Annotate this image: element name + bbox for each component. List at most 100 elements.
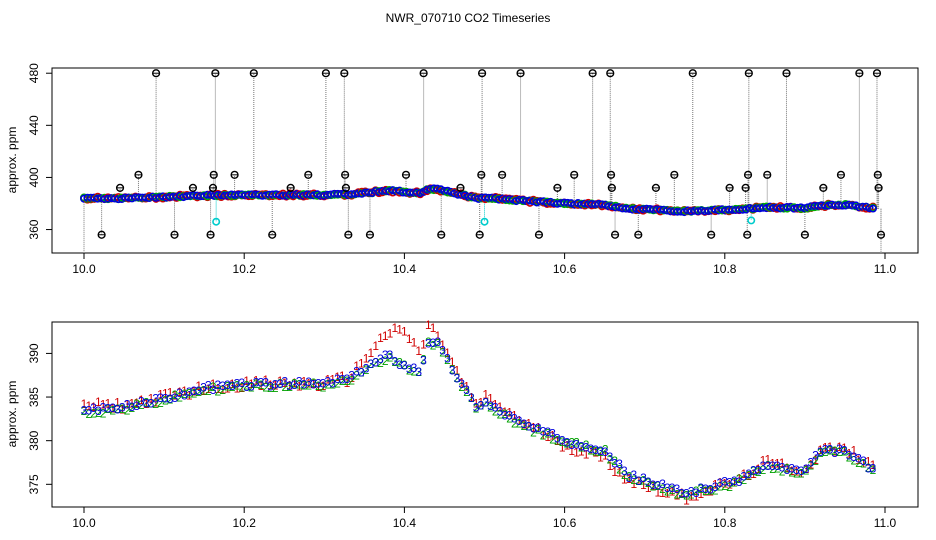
series-3-mark: 3 (678, 486, 685, 500)
series-1-mark: 1 (320, 379, 327, 393)
series-2-mark: 2 (549, 433, 556, 447)
series-2-mark: 2 (779, 465, 786, 479)
series-3-mark: 3 (229, 379, 236, 393)
series-3-mark: 3 (535, 421, 542, 435)
series-3-mark: 3 (478, 398, 485, 412)
series-1-mark: 1 (473, 397, 480, 411)
spike-point (170, 230, 179, 239)
series-2-mark: 2 (291, 377, 298, 391)
series-2-mark: 2 (525, 419, 532, 433)
series-1-mark: 1 (305, 376, 312, 390)
series-3-mark: 3 (807, 455, 814, 469)
spike-point (516, 69, 525, 78)
top-y-axis-label: approx. ppm (5, 127, 19, 194)
series-3-mark: 3 (635, 474, 642, 488)
series-1-mark: 1 (540, 428, 547, 442)
series-1-mark: 1 (238, 381, 245, 395)
series-2-mark: 2 (205, 384, 212, 398)
series-2-mark: 2 (564, 436, 571, 450)
series-1-mark: 1 (334, 370, 341, 384)
series-2-mark: 2 (841, 444, 848, 458)
series-3-mark: 3 (793, 463, 800, 477)
spike-point (97, 230, 106, 239)
series-2-mark: 2 (482, 395, 489, 409)
series-3-mark: 3 (621, 464, 628, 478)
series-1-mark: 1 (731, 475, 738, 489)
series-1-mark: 1 (315, 380, 322, 394)
series-1-mark: 1 (267, 378, 274, 392)
series-3-mark: 3 (564, 436, 571, 450)
series-2-mark: 2 (568, 435, 575, 449)
series-1-mark: 1 (382, 329, 389, 343)
series-3-mark: 3 (559, 434, 566, 448)
series-2-mark: 2 (191, 386, 198, 400)
series-1-mark: 1 (181, 384, 188, 398)
series-1-mark: 1 (544, 430, 551, 444)
series-2-mark: 2 (119, 402, 126, 416)
spike-point (800, 230, 810, 239)
series-1-mark: 1 (497, 400, 504, 414)
series-2-mark: 2 (420, 352, 427, 366)
series-1-mark: 1 (396, 323, 403, 337)
series-1-mark: 1 (148, 391, 155, 405)
series-1-mark: 1 (81, 397, 88, 411)
series-2-mark: 2 (645, 476, 652, 490)
series-1-mark: 1 (478, 396, 485, 410)
series-1-mark: 1 (229, 377, 236, 391)
series-1-mark: 1 (401, 324, 408, 338)
series-2-mark: 2 (607, 453, 614, 467)
series-3-mark: 3 (583, 440, 590, 454)
series-1-mark: 1 (592, 446, 599, 460)
series-2-mark: 2 (664, 484, 671, 498)
series-1-mark: 1 (755, 462, 762, 476)
series-3-mark: 3 (277, 377, 284, 391)
series-2-mark: 2 (659, 482, 666, 496)
series-2-mark: 2 (152, 397, 159, 411)
series-3-mark: 3 (210, 383, 217, 397)
series-1-mark: 1 (827, 440, 834, 454)
top-spike-lines (83, 73, 882, 253)
bottom-x-tick-label: 11.0 (874, 516, 897, 530)
series-3-mark: 3 (860, 454, 867, 468)
series-2-mark: 2 (468, 391, 475, 405)
series-1-mark: 1 (301, 375, 308, 389)
series-2-mark: 2 (535, 423, 542, 437)
series-2-mark: 2 (396, 355, 403, 369)
series-3-mark: 3 (525, 419, 532, 433)
series-3-mark: 3 (616, 457, 623, 471)
series-1-mark: 1 (435, 329, 442, 343)
series-3-mark: 3 (626, 471, 633, 485)
series-2-mark: 2 (521, 419, 528, 433)
series-1-mark: 1 (353, 359, 360, 373)
series-1-mark: 1 (635, 474, 642, 488)
series-3-mark: 3 (195, 384, 202, 398)
series-1-mark: 1 (95, 395, 102, 409)
series-2-mark: 2 (702, 484, 709, 498)
series-3-mark: 3 (301, 378, 308, 392)
chart-title: NWR_070710 CO2 Timeseries (386, 11, 551, 25)
series-3-mark: 3 (234, 376, 241, 390)
series-1-mark: 1 (583, 448, 590, 462)
series-2-mark: 2 (229, 380, 236, 394)
series-3-mark: 3 (430, 336, 437, 350)
series-1-mark: 1 (439, 338, 446, 352)
series-1-mark: 1 (626, 472, 633, 486)
series-3-mark: 3 (105, 402, 112, 416)
series-2-mark: 2 (578, 441, 585, 455)
series-2-mark: 2 (133, 397, 140, 411)
spike-point (782, 69, 791, 78)
series-2-mark: 2 (717, 479, 724, 493)
series-1-mark: 1 (721, 476, 728, 490)
series-3-mark: 3 (396, 358, 403, 372)
top-y-tick-label: 360 (27, 219, 41, 239)
series-3-mark: 3 (363, 362, 370, 376)
series-2-mark: 2 (635, 474, 642, 488)
series-2-mark: 2 (200, 383, 207, 397)
spike-point (534, 230, 544, 239)
series-1-mark: 1 (195, 379, 202, 393)
series-2-mark: 2 (817, 446, 824, 460)
series-3-mark: 3 (611, 456, 618, 470)
series-2-mark: 2 (697, 482, 704, 496)
series-2-mark: 2 (616, 463, 623, 477)
